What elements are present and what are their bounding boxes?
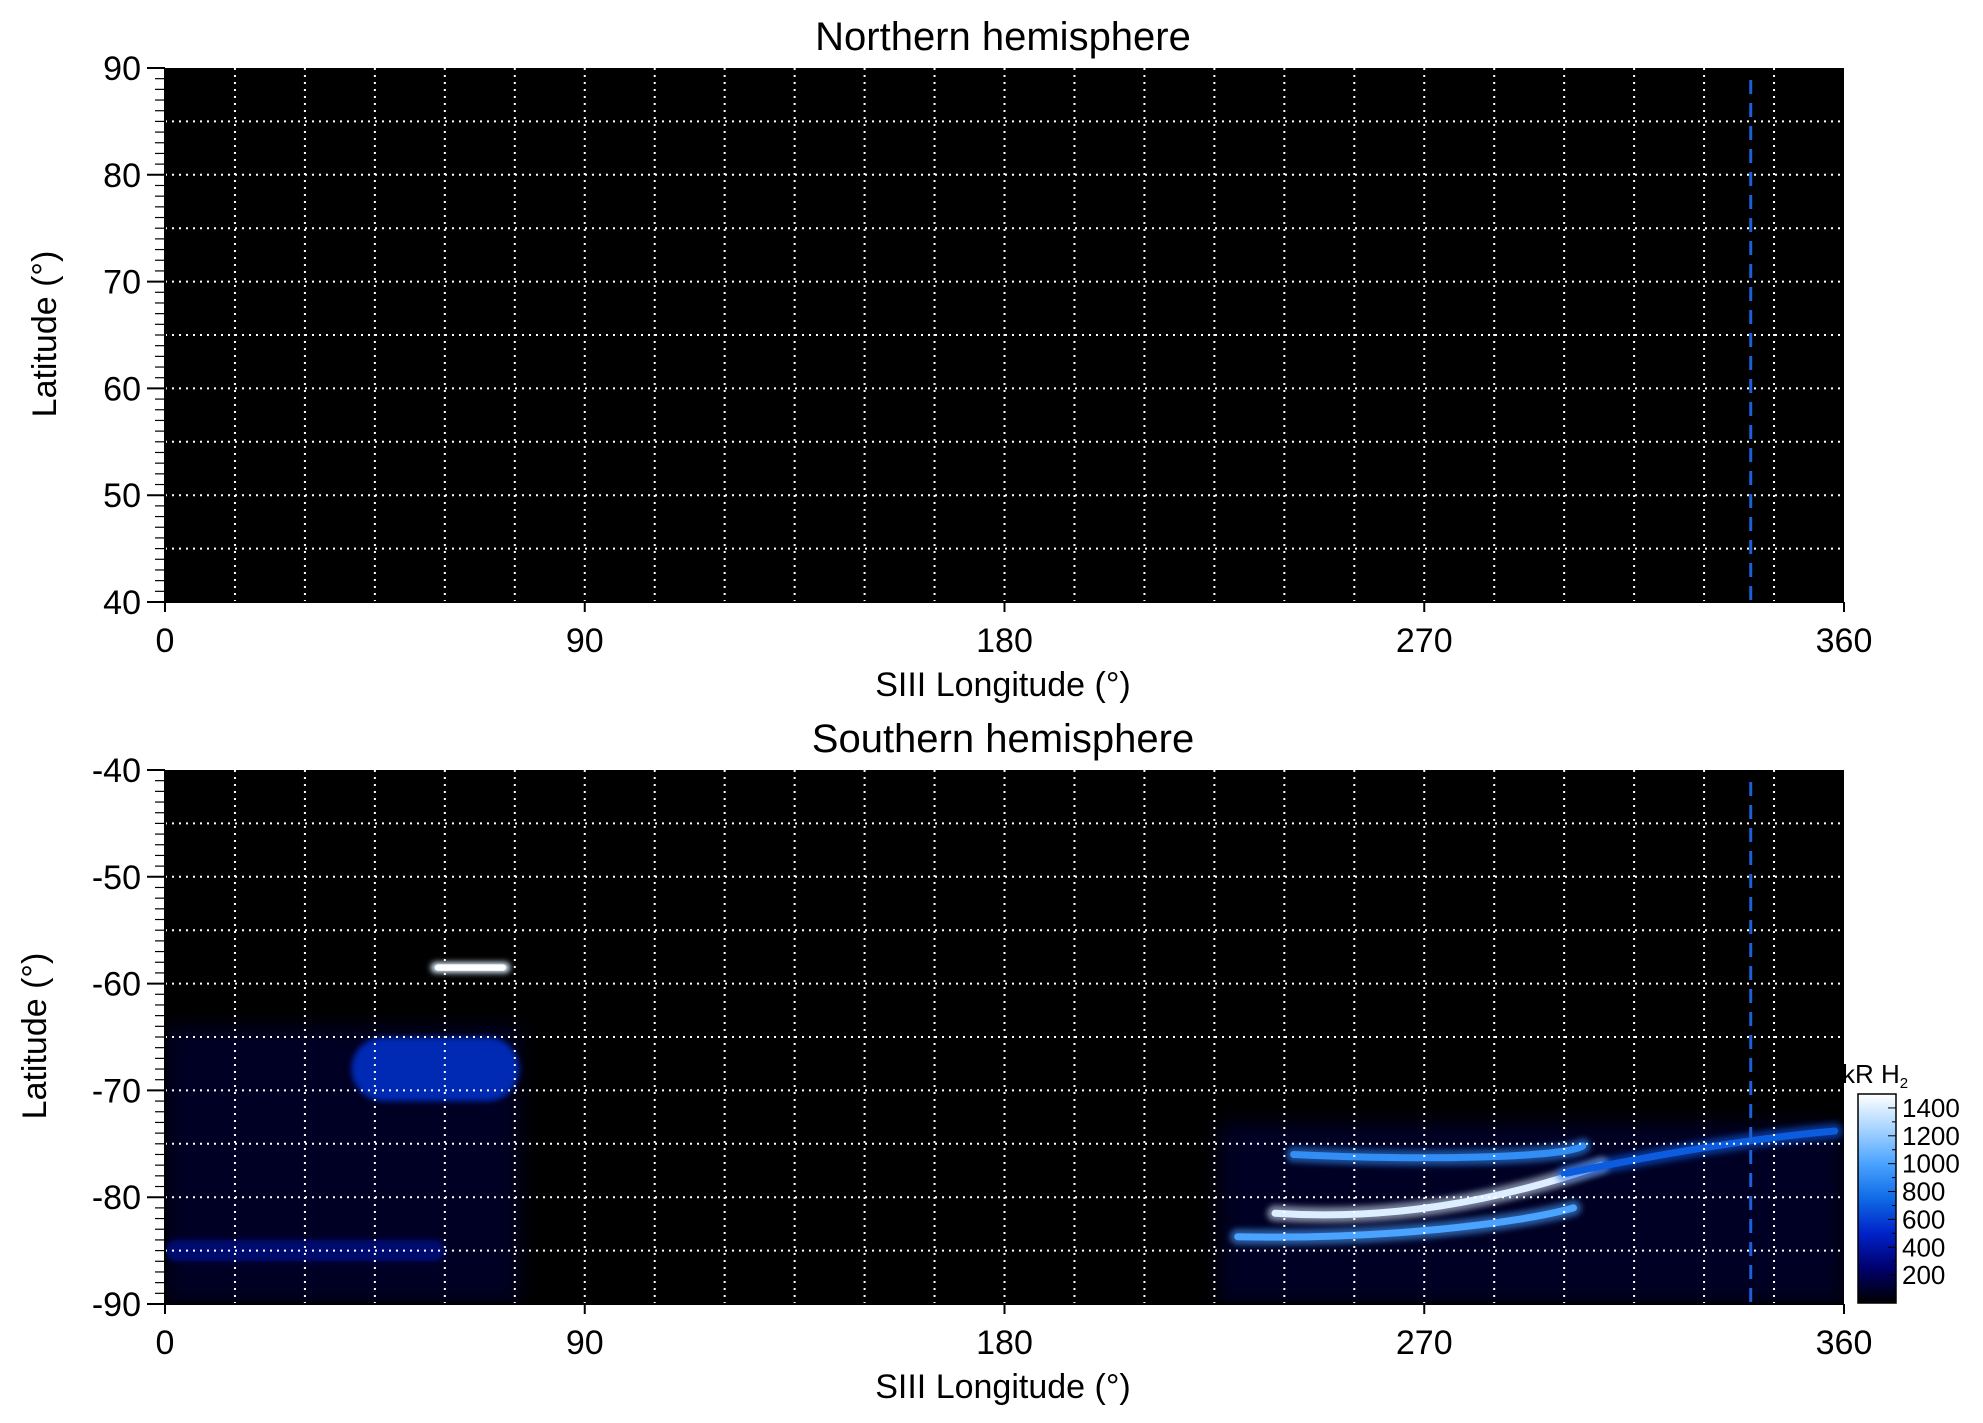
north-x-tick-label: 0 bbox=[156, 622, 175, 660]
south-x-tick-label: 270 bbox=[1396, 1324, 1453, 1362]
north-x-tick-label: 90 bbox=[566, 622, 604, 660]
north-panel-title: Northern hemisphere bbox=[815, 15, 1191, 59]
colorbar-tick-label: 1400 bbox=[1902, 1093, 1960, 1123]
colorbar-unit-label: kR H2 bbox=[1842, 1059, 1908, 1092]
south-y-axis-label: Latitude (°) bbox=[16, 953, 54, 1120]
north-panel: Northern hemisphere 40 50 60 70 80 90 0 90 180 27… bbox=[26, 15, 1872, 704]
south-y-tick-label: -60 bbox=[92, 966, 141, 1004]
south-emission-arc bbox=[1560, 1127, 1839, 1178]
south-emission-layer bbox=[165, 962, 1844, 1304]
colorbar-tick-label: 600 bbox=[1902, 1204, 1945, 1234]
south-y-tick-label: -70 bbox=[92, 1072, 141, 1110]
north-plot-area: 40 50 60 70 80 90 0 90 180 270 360 bbox=[103, 50, 1872, 660]
south-x-tick-label: 360 bbox=[1816, 1324, 1873, 1362]
colorbar-tick-label: 200 bbox=[1902, 1260, 1945, 1290]
colorbar-tick-label: 1200 bbox=[1902, 1121, 1960, 1151]
north-grid bbox=[165, 68, 1844, 602]
colorbar-unit-text: kR H bbox=[1842, 1059, 1900, 1089]
colorbar-tick-label: 1000 bbox=[1902, 1149, 1960, 1179]
south-y-tick-label: -90 bbox=[92, 1286, 141, 1324]
south-y-tick-label: -80 bbox=[92, 1179, 141, 1217]
south-panel-title: Southern hemisphere bbox=[812, 717, 1194, 761]
colorbar-tick-label: 800 bbox=[1902, 1177, 1945, 1207]
south-y-tick-label: -40 bbox=[92, 752, 141, 790]
south-plot-area: -90 -80 -70 -60 -50 -40 0 90 180 270 360 bbox=[92, 752, 1873, 1362]
south-x-tick-label: 180 bbox=[976, 1324, 1033, 1362]
south-x-tick-label: 0 bbox=[156, 1324, 175, 1362]
north-y-tick-label: 40 bbox=[103, 584, 141, 622]
south-emission-arc bbox=[1290, 1142, 1587, 1162]
colorbar-gradient bbox=[1857, 1093, 1897, 1304]
north-x-axis-label: SIII Longitude (°) bbox=[875, 666, 1131, 704]
colorbar-tick-label: 400 bbox=[1902, 1232, 1945, 1262]
north-x-tick-label: 180 bbox=[976, 622, 1033, 660]
colorbar-unit-subscript: 2 bbox=[1900, 1075, 1908, 1092]
south-y-tick-label: -50 bbox=[92, 859, 141, 897]
south-x-tick-label: 90 bbox=[566, 1324, 604, 1362]
south-grid bbox=[165, 770, 1844, 1304]
north-y-axis-label: Latitude (°) bbox=[26, 251, 64, 418]
south-emission-spot-core bbox=[434, 964, 507, 971]
south-emission-arc bbox=[1234, 1204, 1577, 1241]
south-x-axis-label: SIII Longitude (°) bbox=[875, 1368, 1131, 1406]
north-x-tick-label: 360 bbox=[1816, 622, 1873, 660]
south-emission-band bbox=[351, 1037, 520, 1102]
south-emission-band bbox=[165, 1239, 445, 1262]
north-y-tick-label: 80 bbox=[103, 157, 141, 195]
north-y-tick-label: 90 bbox=[103, 50, 141, 88]
north-y-tick-label: 70 bbox=[103, 264, 141, 302]
north-y-tick-label: 60 bbox=[103, 370, 141, 408]
north-x-tick-label: 270 bbox=[1396, 622, 1453, 660]
south-panel: Southern hemisphere -90 -80 -70 -60 -50 -40 0 9… bbox=[16, 717, 1872, 1406]
north-y-tick-label: 50 bbox=[103, 477, 141, 515]
